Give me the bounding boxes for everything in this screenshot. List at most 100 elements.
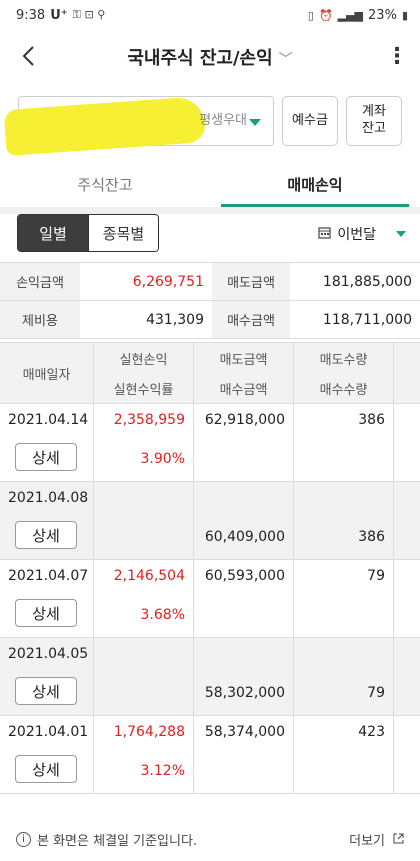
detail-button[interactable]: 상세 xyxy=(15,755,77,783)
detail-button[interactable]: 상세 xyxy=(15,677,77,705)
battery-icon: ▮ xyxy=(401,8,408,22)
header-label: 매도금액 xyxy=(219,352,268,368)
sell-amount: 58,374,000 xyxy=(204,724,285,740)
period-select[interactable]: 이번달 xyxy=(318,224,406,244)
header-label: 매수수량 xyxy=(319,382,368,398)
detail-button[interactable]: 상세 xyxy=(15,521,77,549)
column-header-amount: 매도금액 매수금액 xyxy=(194,343,294,403)
tab-bar: 주식잔고 매매손익 xyxy=(0,160,420,208)
amount-cell: 58,302,000 xyxy=(194,638,294,715)
date-cell: 2021.04.14 상세 xyxy=(0,404,94,481)
extra-cell xyxy=(394,404,420,481)
qty-cell: 386 xyxy=(294,482,394,559)
qty-cell: 79 xyxy=(294,560,394,637)
account-select[interactable]: 평생우대 xyxy=(3,96,274,156)
more-link[interactable]: 더보기 xyxy=(349,830,404,849)
summary-value: 431,309 xyxy=(146,311,204,328)
redacted-account-number xyxy=(3,96,207,156)
buy-qty: 79 xyxy=(367,685,385,701)
status-bar: 9:38 U⁺ ⚿ ⊡ ⚲ ▯ ⏰ ▂▄▆ 23% ▮ xyxy=(0,0,420,30)
sell-qty xyxy=(294,490,393,510)
page-title[interactable]: 국내주식 잔고/손익 ﹀ xyxy=(0,44,420,70)
more-link-label: 더보기 xyxy=(349,834,385,849)
buy-qty xyxy=(294,451,393,471)
pl-cell: 2,146,504 3.68% xyxy=(94,560,194,637)
summary-label: 매수금액 xyxy=(212,301,290,338)
realized-pl: 1,764,288 xyxy=(113,724,185,740)
summary-label: 제비용 xyxy=(0,301,80,338)
detail-button[interactable]: 상세 xyxy=(15,443,77,471)
realized-rate: 3.90% xyxy=(140,451,185,467)
qty-cell: 423 xyxy=(294,716,394,793)
pl-cell xyxy=(94,638,194,715)
trade-date: 2021.04.08 xyxy=(8,490,89,506)
page-title-text: 국내주식 잔고/손익 xyxy=(127,48,273,69)
table-row: 2021.04.08 상세 60,409,000 386 xyxy=(0,482,420,560)
extra-cell xyxy=(394,716,420,793)
more-menu-icon[interactable]: ⋮ xyxy=(386,43,408,69)
extra-cell xyxy=(394,638,420,715)
tab-stock-balance[interactable]: 주식잔고 xyxy=(77,175,133,194)
table-header: 매매일자 실현손익 실현수익률 매도금액 매수금액 매도수량 매수수량 xyxy=(0,342,420,404)
realized-rate xyxy=(94,685,193,705)
date-cell: 2021.04.01 상세 xyxy=(0,716,94,793)
buy-amount xyxy=(194,763,293,783)
summary-value: 6,269,751 xyxy=(132,273,204,290)
account-type: 평생우대 xyxy=(199,113,247,128)
segment-by-stock[interactable]: 종목별 xyxy=(88,215,158,251)
dropdown-caret-icon xyxy=(249,119,261,126)
amount-cell: 60,593,000 xyxy=(194,560,294,637)
amount-cell: 60,409,000 xyxy=(194,482,294,559)
realized-rate: 3.12% xyxy=(140,763,185,779)
carrier-label: U⁺ xyxy=(50,7,68,23)
signal-icon: ▂▄▆ xyxy=(337,8,364,22)
table-row: 2021.04.07 상세 2,146,504 3.68% 60,593,000… xyxy=(0,560,420,638)
extra-cell xyxy=(394,560,420,637)
date-cell: 2021.04.08 상세 xyxy=(0,482,94,559)
back-icon[interactable] xyxy=(10,38,46,74)
buy-amount: 60,409,000 xyxy=(204,529,285,545)
sell-amount xyxy=(194,646,293,666)
buy-amount xyxy=(194,451,293,471)
sell-qty: 423 xyxy=(358,724,385,740)
sell-amount xyxy=(194,490,293,510)
pl-cell: 1,764,288 3.12% xyxy=(94,716,194,793)
sell-qty: 386 xyxy=(358,412,385,428)
filter-row: 일별 종목별 이번달 xyxy=(0,214,420,262)
realized-rate xyxy=(94,529,193,549)
external-link-icon xyxy=(393,833,404,847)
sell-amount: 62,918,000 xyxy=(204,412,285,428)
extra-cell xyxy=(394,482,420,559)
tab-trading-pl[interactable]: 매매손익 xyxy=(287,175,343,194)
sell-qty: 79 xyxy=(367,568,385,584)
deposit-button[interactable]: 예수금 xyxy=(282,96,338,146)
summary-table: 손익금액 6,269,751 매도금액 181,885,000 제비용 431,… xyxy=(0,262,420,339)
account-balance-button[interactable]: 계좌 잔고 xyxy=(346,96,402,146)
column-header-pl: 실현손익 실현수익률 xyxy=(94,343,194,403)
table-row: 2021.04.14 상세 2,358,959 3.90% 62,918,000… xyxy=(0,404,420,482)
summary-label: 손익금액 xyxy=(0,263,80,300)
view-segment: 일별 종목별 xyxy=(17,214,159,252)
vibrate-icon: ▯ xyxy=(307,8,314,22)
realized-pl xyxy=(94,646,193,666)
trade-date: 2021.04.01 xyxy=(8,724,89,740)
app-header: 국내주식 잔고/손익 ﹀ ⋮ xyxy=(0,30,420,82)
summary-row: 손익금액 6,269,751 매도금액 181,885,000 xyxy=(0,263,420,301)
section-divider xyxy=(0,207,420,214)
trade-list: 2021.04.14 상세 2,358,959 3.90% 62,918,000… xyxy=(0,404,420,794)
segment-daily[interactable]: 일별 xyxy=(18,215,88,251)
period-label: 이번달 xyxy=(337,227,376,243)
calendar-icon xyxy=(318,226,331,243)
realized-pl xyxy=(94,490,193,510)
battery-percent: 23% xyxy=(368,7,397,23)
footer-bar: i 본 화면은 체결일 기준입니다. 더보기 xyxy=(0,818,420,861)
header-label: 실현수익률 xyxy=(113,382,174,398)
table-row: 2021.04.01 상세 1,764,288 3.12% 58,374,000… xyxy=(0,716,420,794)
date-cell: 2021.04.05 상세 xyxy=(0,638,94,715)
sell-amount: 60,593,000 xyxy=(204,568,285,584)
date-cell: 2021.04.07 상세 xyxy=(0,560,94,637)
header-label: 매매일자 xyxy=(22,367,71,383)
detail-button[interactable]: 상세 xyxy=(15,599,77,627)
summary-value: 118,711,000 xyxy=(322,311,412,328)
footer-notice: 본 화면은 체결일 기준입니다. xyxy=(37,834,198,849)
